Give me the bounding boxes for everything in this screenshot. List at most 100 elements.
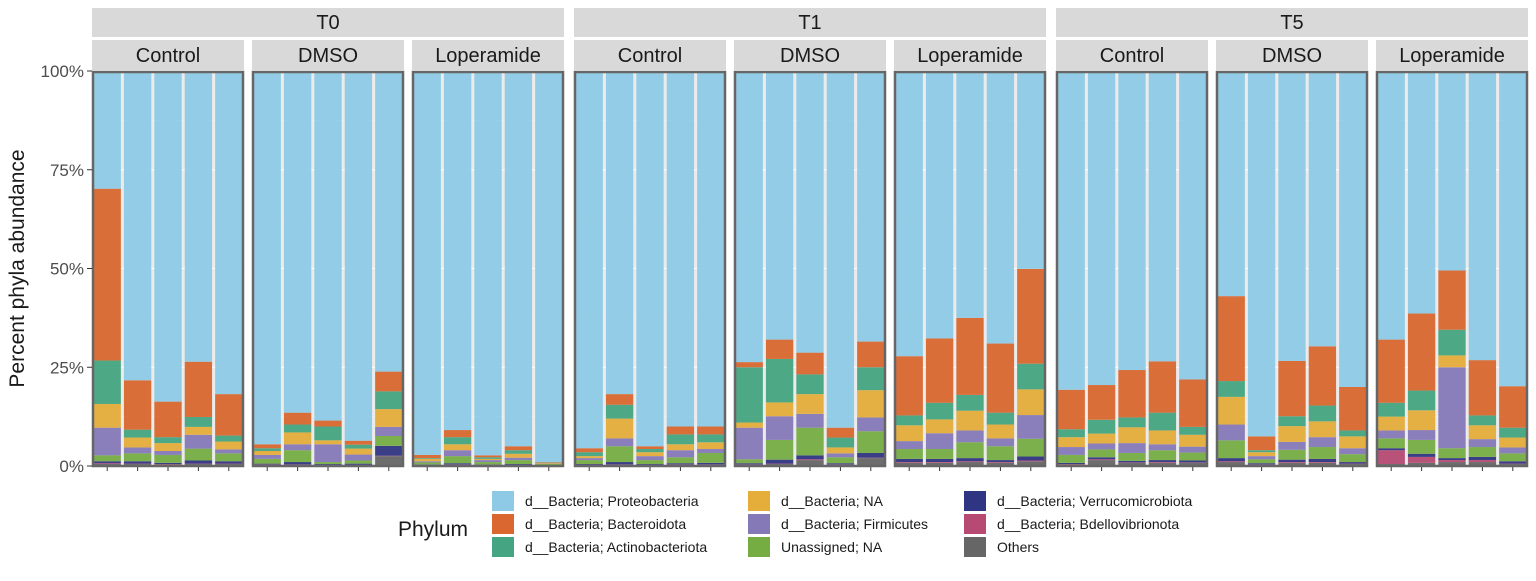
bar-segment — [1278, 71, 1305, 361]
bar-segment — [1058, 455, 1085, 463]
bar-segment — [1088, 443, 1115, 449]
bar-segment — [926, 71, 953, 338]
bar-segment — [796, 455, 823, 459]
bar-segment — [606, 405, 633, 419]
bar-segment — [1248, 450, 1275, 452]
bar-segment — [896, 415, 923, 425]
bar-segment — [254, 448, 281, 451]
bar-segment — [154, 437, 181, 443]
bar-segment — [1309, 459, 1336, 462]
bar-segment — [314, 444, 341, 462]
bar-segment — [1408, 314, 1435, 391]
bar-segment — [124, 461, 151, 463]
bar-segment — [636, 456, 663, 460]
treatment-strip-label: DMSO — [298, 45, 358, 67]
bar-segment — [474, 455, 501, 457]
bar-segment — [926, 419, 953, 433]
bar-segment — [94, 455, 121, 461]
bar-segment — [124, 447, 151, 453]
bar-segment — [94, 428, 121, 456]
bar-segment — [345, 455, 372, 461]
bar-segment — [667, 457, 694, 463]
legend-label: d__Bacteria; Actinobacteriota — [525, 539, 707, 555]
bar-segment — [1469, 447, 1496, 457]
bar-segment — [1378, 430, 1405, 438]
bar-segment — [345, 449, 372, 455]
bar-segment — [215, 442, 242, 450]
bar-segment — [1179, 379, 1206, 426]
bar-segment — [857, 367, 884, 390]
bar-segment — [827, 457, 854, 463]
bar-segment — [254, 464, 281, 465]
bar-segment — [375, 446, 402, 456]
bar-segment — [1378, 417, 1405, 431]
bar-segment — [1058, 390, 1085, 430]
bar-segment — [926, 462, 953, 463]
bar-segment — [414, 462, 441, 464]
bar-segment — [94, 463, 121, 464]
bar-segment — [345, 445, 372, 449]
bar-segment — [215, 394, 242, 435]
bar-segment — [576, 458, 603, 460]
bar-segment — [124, 380, 151, 429]
bar-segment — [1309, 71, 1336, 346]
bar-segment — [956, 395, 983, 411]
bar-segment — [1179, 460, 1206, 462]
bar-segment — [535, 463, 562, 464]
bar-segment — [375, 372, 402, 392]
bar-segment — [185, 427, 212, 435]
time-strip-label: T5 — [1280, 12, 1303, 34]
treatment-strip-label: Control — [136, 45, 200, 67]
bar-segment — [505, 71, 532, 446]
bar-segment — [926, 459, 953, 462]
bar-segment — [1218, 461, 1245, 462]
bar-segment — [896, 356, 923, 415]
bar-segment — [1088, 449, 1115, 457]
bar-segment — [636, 452, 663, 456]
bar-segment — [636, 71, 663, 446]
legend-swatch — [492, 514, 514, 534]
bar-segment — [1499, 438, 1526, 448]
bar-segment — [414, 71, 441, 455]
bar-segment — [1118, 453, 1145, 461]
bar-segment — [1179, 435, 1206, 447]
bar-segment — [1017, 389, 1044, 415]
bar-segment — [606, 419, 633, 439]
bar-segment — [414, 461, 441, 462]
y-tick-label: 100% — [41, 62, 84, 81]
bar-segment — [474, 460, 501, 462]
bar-segment — [697, 434, 724, 442]
bar-segment — [1438, 367, 1465, 448]
bar-segment — [1017, 457, 1044, 461]
treatment-strip-label: Loperamide — [917, 45, 1023, 67]
bar-segment — [987, 446, 1014, 460]
bar-segment — [1438, 330, 1465, 356]
bar-segment — [1408, 391, 1435, 411]
bar-segment — [1339, 430, 1366, 436]
bar-segment — [345, 464, 372, 465]
bar-segment — [896, 425, 923, 441]
bar-segment — [154, 71, 181, 402]
bar-segment — [1408, 457, 1435, 463]
bar-segment — [215, 436, 242, 442]
bar-segment — [1339, 462, 1366, 464]
legend-label: d__Bacteria; Bacteroidota — [525, 516, 686, 532]
legend-swatch — [748, 491, 770, 511]
bar-segment — [987, 462, 1014, 463]
bar-segment — [185, 71, 212, 362]
treatment-strip-label: Loperamide — [435, 45, 541, 67]
bar-segment — [284, 71, 311, 413]
bar-segment — [636, 460, 663, 464]
bar-segment — [956, 442, 983, 458]
bar-segment — [636, 464, 663, 465]
bar-segment — [505, 454, 532, 458]
legend-label: Others — [997, 539, 1039, 555]
bar-segment — [1088, 71, 1115, 385]
bar-segment — [926, 403, 953, 420]
bar-segment — [1438, 458, 1465, 460]
bar-segment — [827, 447, 854, 453]
bar-segment — [1278, 426, 1305, 442]
bar-segment — [736, 367, 763, 422]
legend-swatch — [964, 514, 986, 534]
bar-segment — [1438, 270, 1465, 329]
